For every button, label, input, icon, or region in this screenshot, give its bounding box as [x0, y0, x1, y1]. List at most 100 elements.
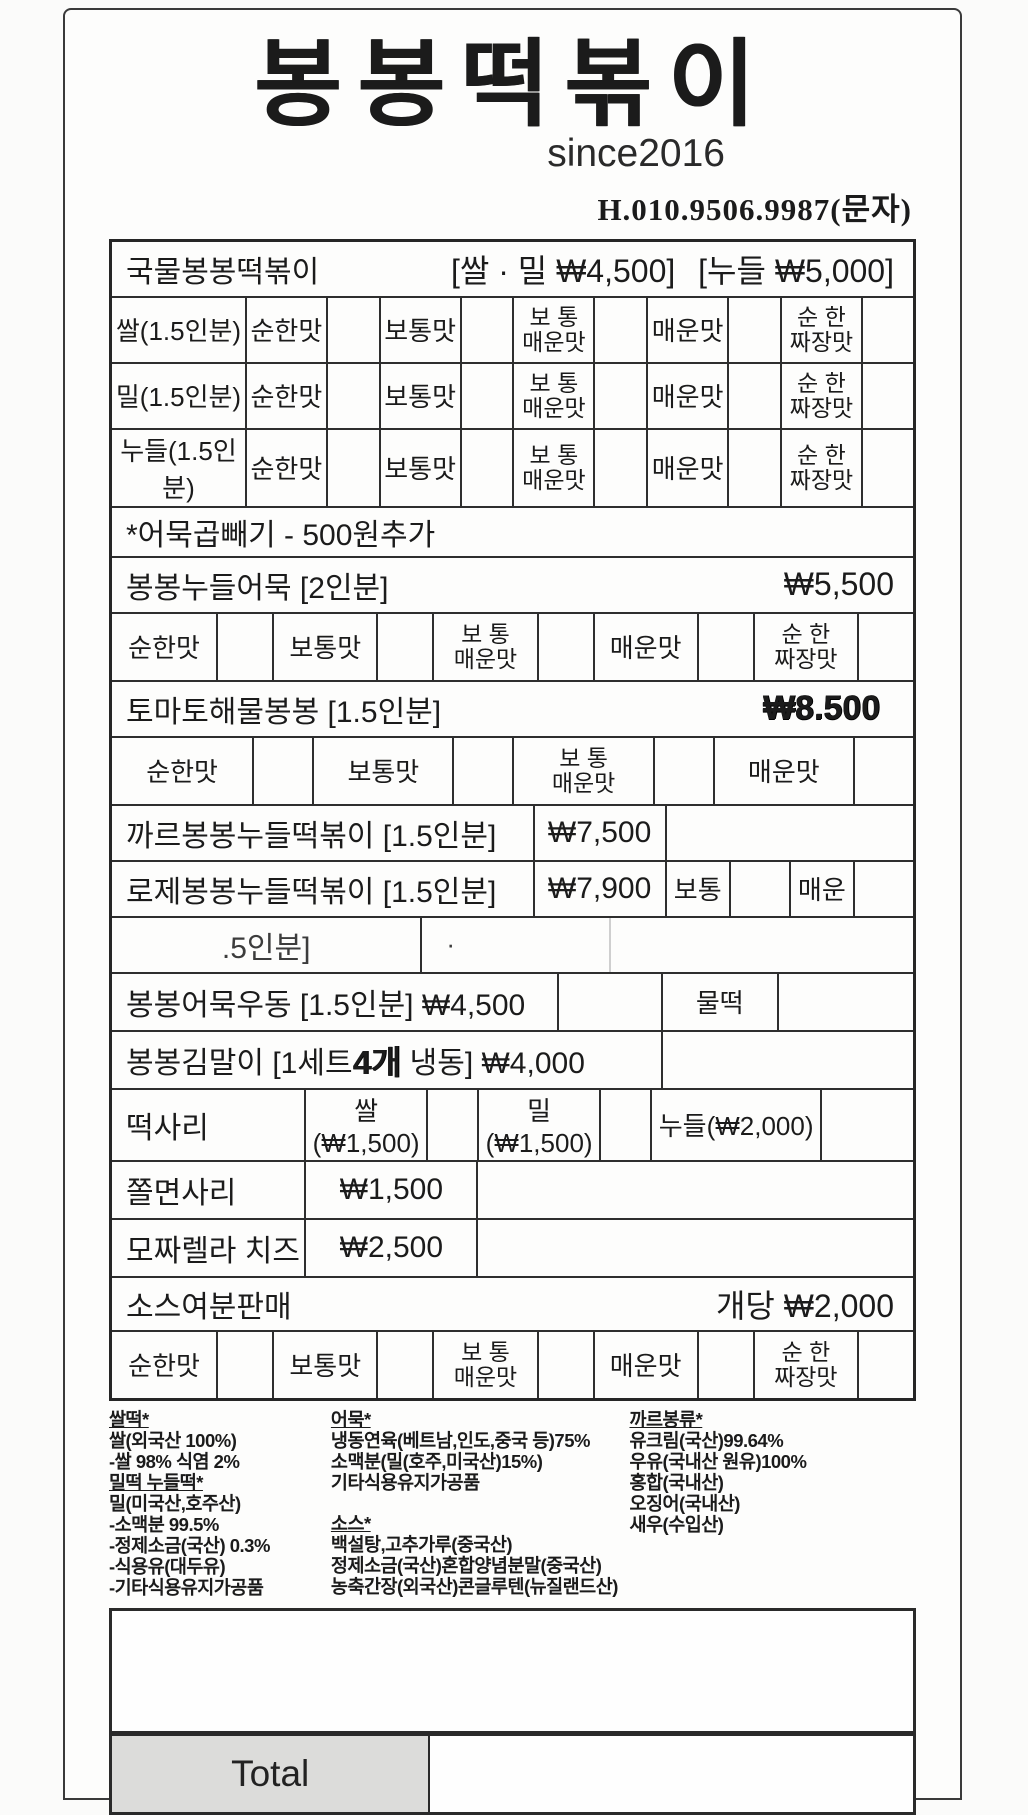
checkbox-eomuk-normal[interactable] — [376, 613, 432, 680]
checkbox-rice-medium[interactable] — [593, 297, 646, 362]
checkbox-wheat-medium[interactable] — [593, 363, 646, 428]
checkbox-rose-spicy[interactable] — [852, 861, 913, 916]
flavor-medium: 보 통 매운맛 — [432, 613, 536, 680]
item-name-sauce: 소스여분판매 — [126, 1290, 292, 1324]
item-price-jjolmyeon: ₩1,500 — [304, 1161, 476, 1218]
item-row-jjolmyeon: 쫄면사리 ₩1,500 — [112, 1159, 913, 1218]
flavor-row-noodle: 누들(1.5인분) 순한맛 보통맛 보 통 매운맛 매운맛 순 한 짜장맛 — [112, 427, 913, 506]
item-name-gimmari-pre: 봉봉김말이 [1세트 — [126, 1046, 353, 1080]
total-label-cell: Total — [112, 1736, 431, 1813]
flavor-medium: 보 통 매운맛 — [512, 297, 593, 362]
flavor-spicy: 매운맛 — [592, 613, 697, 680]
checkbox-rice-mild[interactable] — [325, 297, 379, 362]
checkbox-gimmari[interactable] — [660, 1031, 913, 1088]
checkbox-noodle-mild[interactable] — [325, 429, 379, 506]
flavor-mild: 순한맛 — [244, 297, 326, 362]
checkbox-wheat-jjajang[interactable] — [860, 363, 913, 428]
flavor-jjajang: 순 한 짜장맛 — [752, 1331, 857, 1398]
flavor-jjajang: 순 한 짜장맛 — [779, 363, 861, 428]
flavor-mild: 순한맛 — [128, 1351, 200, 1382]
flavor-row-label: 밀(1.5인분) — [115, 382, 242, 413]
checkbox-sauce-jjajang[interactable] — [856, 1331, 913, 1398]
checkbox-tomato-spicy[interactable] — [852, 737, 913, 804]
checkbox-wheat-normal[interactable] — [459, 363, 513, 428]
item-price-tomato: ₩8.500 — [762, 689, 880, 728]
item-name-text: 국물봉봉떡볶이 — [126, 255, 320, 289]
checkbox-sauce-normal[interactable] — [376, 1331, 432, 1398]
checkbox-tteoksari-wheat[interactable] — [598, 1089, 650, 1160]
checkbox-sauce-spicy[interactable] — [696, 1331, 753, 1398]
checkbox-udon-multteok[interactable] — [776, 973, 913, 1030]
flavor-row-tomato: 순한맛 보통맛 보 통 매운맛 매운맛 — [112, 735, 913, 804]
flavor-normal: 보통맛 — [378, 429, 460, 506]
checkbox-noodle-jjajang[interactable] — [860, 429, 913, 506]
checkbox-eomuk-jjajang[interactable] — [856, 613, 913, 680]
rose-option-normal: 보통 — [664, 861, 729, 916]
item-name-eomuk: 봉봉누들어묵 [2인분] — [126, 571, 389, 605]
item-name-gimmari-post: 냉동] ₩4,000 — [401, 1046, 585, 1080]
erased-dot: · — [420, 917, 608, 972]
item-price-sauce: 개당 ₩2,000 — [715, 1287, 894, 1324]
flavor-row-rice: 쌀(1.5인분) 순한맛 보통맛 보 통 매운맛 매운맛 순 한 짜장맛 — [112, 295, 913, 362]
ingredient-col-fishcake-sauce: 어묵* 냉동연육(베트남,인도,중국 등)75% 소맥분(밀(호주,미국산)15… — [330, 1408, 618, 1598]
checkbox-sauce-medium[interactable] — [536, 1331, 593, 1398]
checkbox-tteoksari-rice[interactable] — [425, 1089, 477, 1160]
flavor-row-wheat: 밀(1.5인분) 순한맛 보통맛 보 통 매운맛 매운맛 순 한 짜장맛 — [112, 361, 913, 428]
checkbox-carbo[interactable] — [664, 805, 913, 860]
flavor-spicy: 매운맛 — [646, 429, 727, 506]
checkbox-noodle-normal[interactable] — [459, 429, 513, 506]
erased-item-row: .5인분] · — [112, 915, 913, 972]
checkbox-tteoksari-noodle[interactable] — [820, 1089, 913, 1160]
menu-table: 국물봉봉떡볶이 [쌀 · 밀 ₩4,500] [누들 ₩5,000] 쌀(1.5… — [109, 238, 916, 1401]
flavor-row-eomuk: 순한맛 보통맛 보 통 매운맛 매운맛 순 한 짜장맛 — [112, 611, 913, 680]
checkbox-eomuk-medium[interactable] — [536, 613, 593, 680]
flavor-spicy: 매운맛 — [712, 737, 853, 804]
item-name-carbo: 까르봉봉누들떡볶이 [1.5인분] — [126, 819, 497, 853]
erased-blank-area — [608, 917, 913, 972]
fishcake-extra-note: *어묵곱빼기 - 500원추가 — [126, 518, 436, 552]
flavor-jjajang: 순 한 짜장맛 — [752, 613, 857, 680]
shop-title: 봉봉떡볶이 — [253, 32, 771, 138]
flavor-medium: 보 통 매운맛 — [512, 429, 593, 506]
checkbox-noodle-spicy[interactable] — [727, 429, 780, 506]
item-row-rose: 로제봉봉누들떡볶이 [1.5인분] ₩7,900 보통 매운 — [112, 859, 913, 916]
checkbox-tomato-normal[interactable] — [452, 737, 512, 804]
checkbox-sauce-mild[interactable] — [216, 1331, 272, 1398]
flavor-row-label: 쌀(1.5인분) — [115, 316, 242, 347]
flavor-row-label: 누들(1.5인분) — [120, 435, 237, 503]
checkbox-rice-normal[interactable] — [459, 297, 513, 362]
checkbox-udon[interactable] — [556, 973, 661, 1030]
item-name-tteoksari: 떡사리 — [126, 1111, 209, 1145]
checkbox-wheat-spicy[interactable] — [727, 363, 780, 428]
ingredient-col-carbo: 까르봉류* 유크림(국산)99.64% 우유(국내산 원유)100% 홍합(국내… — [629, 1408, 807, 1536]
udon-option-multteok: 물떡 — [660, 973, 777, 1030]
checkbox-tomato-medium[interactable] — [652, 737, 713, 804]
checkbox-rice-jjajang[interactable] — [860, 297, 913, 362]
checkbox-cheese[interactable] — [476, 1219, 913, 1276]
checkbox-rose-normal[interactable] — [728, 861, 789, 916]
checkbox-wheat-mild[interactable] — [325, 363, 379, 428]
item-row-eomuk: 봉봉누들어묵 [2인분] ₩5,500 — [112, 555, 913, 612]
checkbox-noodle-medium[interactable] — [593, 429, 646, 506]
flavor-normal: 보통맛 — [272, 613, 376, 680]
soup-price-noodle: [누들 ₩5,000] — [698, 252, 894, 289]
item-name-cheese: 모짜렐라 치즈 — [126, 1234, 300, 1268]
ingredient-info: 쌀떡* 쌀(외국산 100%) -쌀 98% 식염 2% 밀떡 누들떡* 밀(미… — [109, 1409, 916, 1599]
item-price-eomuk: ₩5,500 — [783, 566, 894, 603]
item-name-gimmari-qty: 4개 — [352, 1043, 402, 1081]
item-name-tomato: 토마토해물봉봉 [1.5인분] — [126, 695, 442, 729]
checkbox-eomuk-spicy[interactable] — [696, 613, 753, 680]
item-row-gimmari: 봉봉김말이 [1세트 4개 냉동] ₩4,000 — [112, 1029, 913, 1088]
checkbox-tomato-mild[interactable] — [252, 737, 312, 804]
item-row-cheese: 모짜렐라 치즈 ₩2,500 — [112, 1217, 913, 1276]
checkbox-rice-spicy[interactable] — [727, 297, 780, 362]
flavor-spicy: 매운맛 — [646, 363, 727, 428]
checkbox-jjolmyeon[interactable] — [476, 1161, 913, 1218]
memo-box[interactable] — [109, 1608, 916, 1735]
total-value-cell[interactable] — [430, 1736, 913, 1813]
item-price-cheese: ₩2,500 — [304, 1219, 476, 1276]
checkbox-eomuk-mild[interactable] — [216, 613, 272, 680]
tteoksari-option-wheat: 밀(₩1,500) — [477, 1089, 599, 1160]
flavor-medium: 보 통 매운맛 — [432, 1331, 536, 1398]
flavor-jjajang: 순 한 짜장맛 — [779, 297, 861, 362]
